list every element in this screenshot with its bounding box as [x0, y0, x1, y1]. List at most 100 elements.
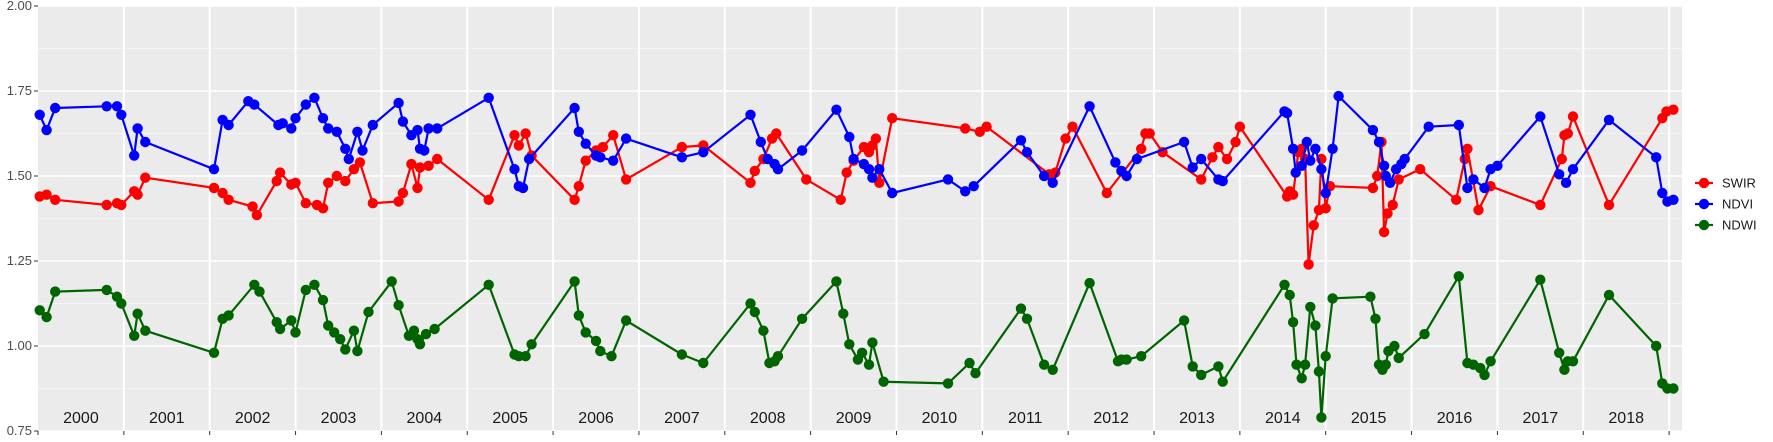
- legend-key-point: [1698, 177, 1710, 189]
- data-point-ndwi: [1196, 369, 1207, 381]
- data-point-ndwi: [606, 351, 617, 362]
- data-point-ndvi: [796, 145, 808, 156]
- data-point-swir: [208, 182, 220, 194]
- data-point-ndvi: [129, 150, 140, 161]
- data-point-ndwi: [1419, 328, 1430, 340]
- data-point-ndvi: [1305, 155, 1316, 166]
- data-point-ndvi: [116, 109, 127, 121]
- data-point-ndvi: [1287, 143, 1299, 154]
- data-point-swir: [1067, 121, 1078, 132]
- data-point-swir: [1562, 128, 1574, 139]
- data-point-ndwi: [1279, 279, 1290, 290]
- data-point-ndvi: [1196, 153, 1207, 165]
- data-point-ndwi: [749, 306, 760, 318]
- data-point-swir: [509, 130, 520, 141]
- year-label: 2007: [664, 410, 700, 427]
- data-point-ndwi: [116, 298, 127, 309]
- year-label: 2008: [750, 410, 786, 427]
- data-point-ndwi: [1393, 352, 1404, 364]
- data-point-swir: [1378, 226, 1390, 238]
- year-label: 2015: [1351, 410, 1387, 427]
- data-point-ndwi: [363, 306, 374, 318]
- data-point-ndvi: [517, 182, 529, 194]
- data-point-swir: [223, 194, 234, 205]
- data-point-ndwi: [1284, 289, 1295, 301]
- data-point-ndvi: [1038, 170, 1050, 182]
- data-point-ndwi: [414, 339, 426, 350]
- data-point-swir: [1535, 199, 1546, 211]
- data-point-ndwi: [1047, 364, 1058, 375]
- data-point-ndvi: [1121, 170, 1132, 182]
- data-point-ndvi: [1668, 194, 1679, 205]
- data-point-ndvi: [1327, 143, 1338, 154]
- y-tick-label: 2.00: [7, 0, 32, 13]
- y-tick-label: 0.75: [7, 423, 32, 438]
- data-point-swir: [348, 164, 360, 175]
- data-point-ndvi: [419, 145, 430, 156]
- data-point-ndvi: [300, 99, 311, 110]
- data-point-ndvi: [755, 136, 766, 148]
- data-point-swir: [354, 157, 366, 168]
- data-point-ndwi: [1299, 359, 1311, 370]
- data-point-swir: [140, 172, 151, 183]
- data-point-swir: [247, 201, 258, 212]
- data-point-ndvi: [423, 123, 434, 134]
- data-point-ndvi: [1187, 162, 1198, 173]
- data-point-ndvi: [1178, 136, 1190, 148]
- data-point-ndwi: [309, 279, 320, 290]
- data-point-ndwi: [1291, 359, 1302, 370]
- data-point-ndwi: [831, 276, 842, 287]
- data-point-ndwi: [348, 325, 360, 336]
- data-point-ndvi: [580, 138, 591, 149]
- data-point-ndwi: [1380, 359, 1392, 370]
- y-tick-label: 1.25: [7, 253, 32, 268]
- data-point-swir: [1556, 153, 1568, 165]
- data-point-swir: [116, 199, 127, 211]
- data-point-ndvi: [393, 97, 404, 109]
- data-point-swir: [870, 133, 882, 144]
- year-label: 2018: [1608, 410, 1644, 427]
- data-point-ndvi: [960, 186, 971, 197]
- data-point-ndvi: [1310, 143, 1321, 154]
- data-point-ndwi: [1313, 366, 1325, 377]
- data-point-swir: [1382, 208, 1393, 219]
- data-point-ndwi: [1015, 303, 1027, 314]
- data-point-ndvi: [331, 126, 342, 137]
- data-point-ndvi: [1423, 121, 1434, 132]
- data-point-ndvi: [1217, 175, 1228, 187]
- data-point-ndwi: [573, 310, 584, 321]
- data-point-ndvi: [1021, 147, 1033, 158]
- data-point-ndwi: [796, 313, 808, 324]
- data-point-ndwi: [1316, 412, 1327, 423]
- data-point-ndwi: [290, 327, 301, 338]
- data-point-ndwi: [1603, 289, 1615, 301]
- data-point-ndwi: [569, 276, 580, 287]
- data-point-ndvi: [41, 124, 52, 136]
- data-point-swir: [317, 203, 329, 214]
- data-point-ndvi: [772, 164, 784, 175]
- data-point-ndvi: [523, 153, 535, 165]
- data-point-ndvi: [132, 123, 143, 134]
- data-point-swir: [432, 153, 443, 165]
- legend-key-point: [1698, 219, 1710, 231]
- data-point-ndwi: [758, 325, 769, 336]
- data-point-ndwi: [1327, 293, 1338, 304]
- data-point-ndwi: [1320, 351, 1331, 362]
- legend-key-point: [1698, 198, 1710, 210]
- data-point-ndwi: [863, 359, 875, 370]
- data-point-ndwi: [408, 325, 420, 336]
- data-point-swir: [1393, 174, 1404, 185]
- data-point-swir: [520, 128, 531, 139]
- data-point-ndvi: [208, 164, 220, 175]
- data-point-ndwi: [620, 315, 632, 326]
- data-point-ndvi: [111, 101, 123, 112]
- data-point-ndwi: [580, 327, 591, 338]
- data-point-ndvi: [968, 181, 979, 192]
- data-point-ndwi: [1187, 361, 1198, 372]
- data-point-swir: [251, 209, 263, 221]
- data-point-ndwi: [274, 323, 286, 335]
- data-point-ndvi: [367, 119, 378, 131]
- year-label: 2012: [1093, 410, 1129, 427]
- data-point-ndvi: [223, 119, 234, 131]
- data-point-swir: [1567, 111, 1579, 122]
